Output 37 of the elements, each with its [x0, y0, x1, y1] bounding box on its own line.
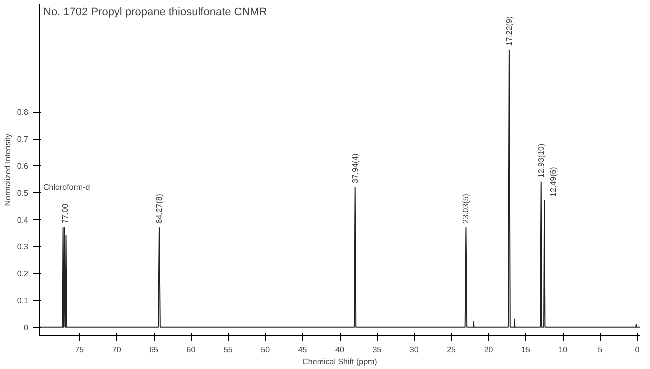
- x-tick-label: 15: [522, 346, 531, 354]
- chart-title: No. 1702 Propyl propane thiosulfonate CNMR: [44, 6, 268, 18]
- x-tick-label: 75: [75, 346, 85, 354]
- x-tick-label: 70: [112, 346, 122, 354]
- x-tick-label: 5: [598, 346, 604, 354]
- x-tick-label: 25: [447, 346, 457, 354]
- y-tick-label: 0.1: [17, 296, 30, 306]
- y-tick-label: 0.8: [17, 108, 30, 118]
- x-tick-label: 50: [261, 346, 271, 354]
- y-axis-title: Normalized Intensity: [3, 134, 12, 206]
- annotation: 17.22(9): [504, 16, 514, 46]
- y-tick-label: 0.7: [17, 135, 30, 144]
- x-axis-title: Chemical Shift (ppm): [302, 358, 378, 366]
- x-tick-label: 0: [635, 346, 640, 354]
- annotation: 64.27(8): [154, 194, 164, 224]
- line-series: [40, 50, 640, 328]
- x-tick-label: 20: [484, 346, 494, 354]
- y-tick-label: 0.5: [17, 188, 30, 198]
- annotation: 12.49(6): [549, 166, 558, 197]
- y-tick-label: 0.3: [17, 242, 30, 252]
- x-tick-label: 30: [410, 346, 420, 354]
- y-tick-label: 0.2: [17, 270, 30, 279]
- y-tick-label: 0: [24, 323, 30, 332]
- x-tick-label: 65: [150, 346, 160, 354]
- annotation: 23.03(5): [462, 194, 471, 224]
- x-tick-label: 55: [224, 346, 234, 354]
- x-tick-label: 60: [186, 346, 196, 354]
- x-tick-label: 40: [336, 346, 345, 354]
- annotation: 12.93(10): [536, 144, 546, 178]
- x-tick-label: 10: [558, 346, 568, 354]
- annotation: 37.94(4): [350, 153, 360, 184]
- annotation: Chloroform-d: [44, 182, 90, 192]
- y-tick-label: 0.4: [17, 216, 30, 225]
- x-tick-label: 45: [298, 346, 308, 354]
- annotation: 77.00: [60, 203, 70, 224]
- x-tick-label: 35: [372, 346, 382, 354]
- y-tick-label: 0.6: [17, 162, 30, 171]
